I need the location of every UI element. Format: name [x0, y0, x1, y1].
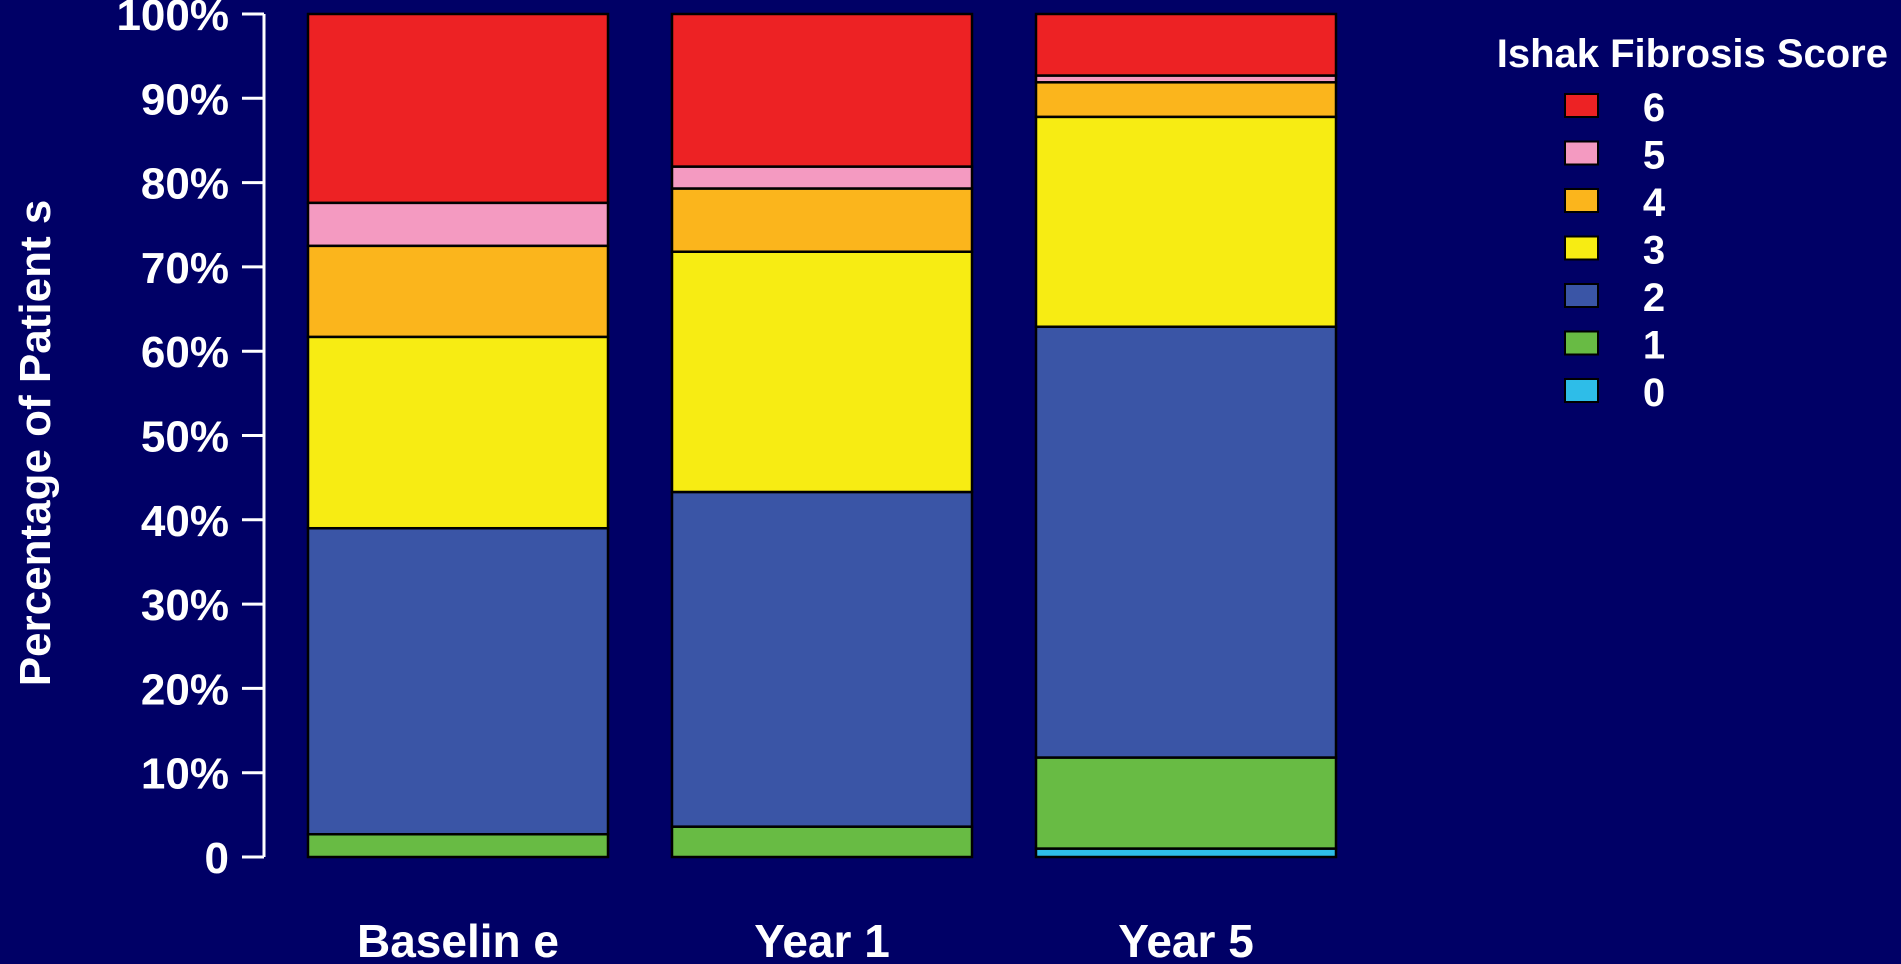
y-tick-label: 10% — [141, 750, 229, 799]
legend-item: 4 — [1564, 181, 1666, 225]
x-tick-label: Baselin e — [357, 915, 559, 964]
legend-label: 6 — [1643, 86, 1665, 130]
bar-segment-score-4 — [306, 244, 610, 339]
y-axis: 0 10% 20% 30% 40% 50% 60% 70% 80% 90% 100% — [116, 0, 266, 883]
legend-swatch — [1564, 140, 1599, 166]
legend-label: 5 — [1643, 134, 1665, 178]
legend-swatch — [1564, 188, 1599, 213]
bar-segment-score-3 — [670, 250, 974, 494]
legend-swatch — [1564, 283, 1599, 308]
y-tick-label: 0 — [205, 834, 229, 883]
legend-item: 0 — [1564, 371, 1665, 415]
x-tick-label: Year 5 — [1118, 915, 1254, 964]
bar-segment-score-5 — [306, 201, 610, 248]
legend-label: 3 — [1643, 229, 1665, 273]
bar-segment-score-3 — [1034, 115, 1338, 329]
legend-item: 3 — [1564, 229, 1665, 273]
y-tick-label: 80% — [141, 160, 229, 209]
legend-item: 1 — [1564, 324, 1665, 368]
y-tick-label: 30% — [141, 581, 229, 630]
x-tick-label: Year 1 — [754, 915, 890, 964]
y-axis-title: Percentage of Patient s — [11, 200, 60, 687]
bars — [306, 12, 1338, 859]
bar-segment-score-3 — [306, 335, 610, 530]
bar-segment-score-5 — [670, 165, 974, 190]
bar-segment-score-4 — [670, 187, 974, 253]
bar-segment-score-1 — [670, 825, 974, 859]
legend-swatch — [1564, 378, 1599, 403]
legend-label: 4 — [1643, 181, 1666, 225]
bar-segment-score-1 — [1034, 756, 1338, 850]
legend-item: 5 — [1564, 134, 1665, 178]
y-tick-label: 40% — [141, 497, 229, 546]
legend-item: 2 — [1564, 276, 1665, 320]
legend-label: 0 — [1643, 371, 1665, 415]
bar-segment-score-1 — [306, 832, 610, 859]
y-tick-label: 100% — [116, 0, 229, 40]
y-tick-label: 60% — [141, 328, 229, 377]
bar-segment-score-2 — [306, 526, 610, 836]
y-tick-label: 70% — [141, 244, 229, 293]
legend-item: 6 — [1564, 86, 1665, 130]
x-axis-labels: Baselin e Year 1 Year 5 — [357, 915, 1254, 964]
legend-swatch — [1564, 93, 1599, 118]
legend-swatch — [1564, 235, 1599, 261]
bar-segment-score-2 — [1034, 325, 1338, 759]
bar-segment-score-6 — [670, 12, 974, 168]
y-tick-label: 90% — [141, 75, 229, 124]
legend-label: 2 — [1643, 276, 1665, 320]
y-tick-label: 20% — [141, 665, 229, 714]
bar-stack — [1034, 12, 1338, 859]
legend-label: 1 — [1643, 324, 1665, 368]
bar-segment-score-2 — [670, 490, 974, 828]
bar-segment-score-4 — [1034, 81, 1338, 119]
bar-segment-score-6 — [306, 12, 610, 205]
bar-stack — [306, 12, 610, 859]
bar-segment-score-6 — [1034, 12, 1338, 77]
legend-title: Ishak Fibrosis Score — [1497, 32, 1888, 76]
bar-segment-score-0 — [1034, 847, 1338, 859]
y-tick-label: 50% — [141, 413, 229, 462]
legend-swatch — [1564, 330, 1599, 356]
bar-stack — [670, 12, 974, 859]
